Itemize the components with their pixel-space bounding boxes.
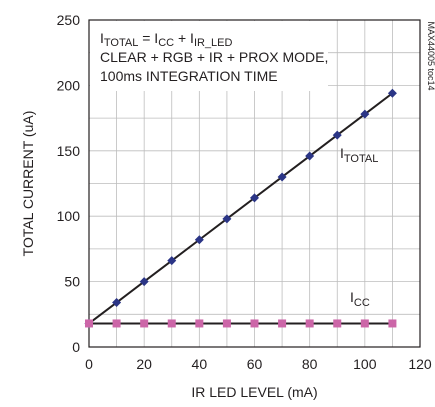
x-tick-label: 0 xyxy=(85,356,93,372)
data-point xyxy=(195,319,204,328)
data-point xyxy=(360,109,370,119)
x-tick-label: 80 xyxy=(302,356,318,372)
series-icc xyxy=(85,319,397,328)
x-tick-label: 20 xyxy=(136,356,152,372)
data-point xyxy=(222,214,232,224)
series-line-itotal xyxy=(88,92,394,325)
y-tick-label: 0 xyxy=(72,339,80,355)
x-tick-label: 120 xyxy=(408,356,432,372)
data-point xyxy=(250,193,259,203)
data-point xyxy=(194,235,204,245)
data-point xyxy=(85,319,93,328)
data-point xyxy=(167,256,177,266)
y-tick-label: 250 xyxy=(57,12,81,28)
plot-frame xyxy=(88,19,421,348)
x-tick-label: 40 xyxy=(192,356,208,372)
series: ITOTAL ICC xyxy=(84,88,397,328)
data-point xyxy=(140,319,149,328)
data-point xyxy=(112,298,122,308)
data-point xyxy=(388,319,397,328)
data-point xyxy=(305,151,315,161)
data-point xyxy=(305,319,314,328)
data-point xyxy=(139,277,149,287)
figure-code: MAX44005 toc14 xyxy=(426,21,435,90)
data-point xyxy=(167,319,176,328)
x-axis-title: IR LED LEVEL (mA) xyxy=(191,384,317,400)
data-point xyxy=(332,130,342,140)
series-itotal xyxy=(84,88,397,328)
series-label-itotal: ITOTAL xyxy=(340,145,378,165)
data-point xyxy=(112,319,121,328)
data-point xyxy=(222,319,231,328)
y-tick-label: 150 xyxy=(57,143,81,159)
data-point xyxy=(277,172,287,182)
series-label-icc: ICC xyxy=(350,289,370,309)
y-axis-title: TOTAL CURRENT (uA) xyxy=(20,111,36,257)
data-point xyxy=(387,88,397,98)
data-point xyxy=(250,319,259,328)
data-point xyxy=(333,319,342,328)
y-tick-label: 200 xyxy=(57,77,81,93)
data-point xyxy=(360,319,369,328)
annotation-line: ITOTAL = ICC + IIR_LED xyxy=(100,30,233,49)
x-tick-label: 60 xyxy=(247,356,263,372)
annotation-background xyxy=(90,21,328,91)
axis-ticks: 0 20 40 60 80 100 120 0 50 100 150 200 250 xyxy=(57,12,432,372)
annotation-line: 100ms INTEGRATION TIME xyxy=(100,68,278,84)
x-tick-label: 100 xyxy=(353,356,377,372)
y-tick-label: 50 xyxy=(64,274,80,290)
data-point xyxy=(278,319,287,328)
annotation-line: CLEAR + RGB + IR + PROX MODE, xyxy=(100,49,328,65)
y-tick-label: 100 xyxy=(57,208,81,224)
